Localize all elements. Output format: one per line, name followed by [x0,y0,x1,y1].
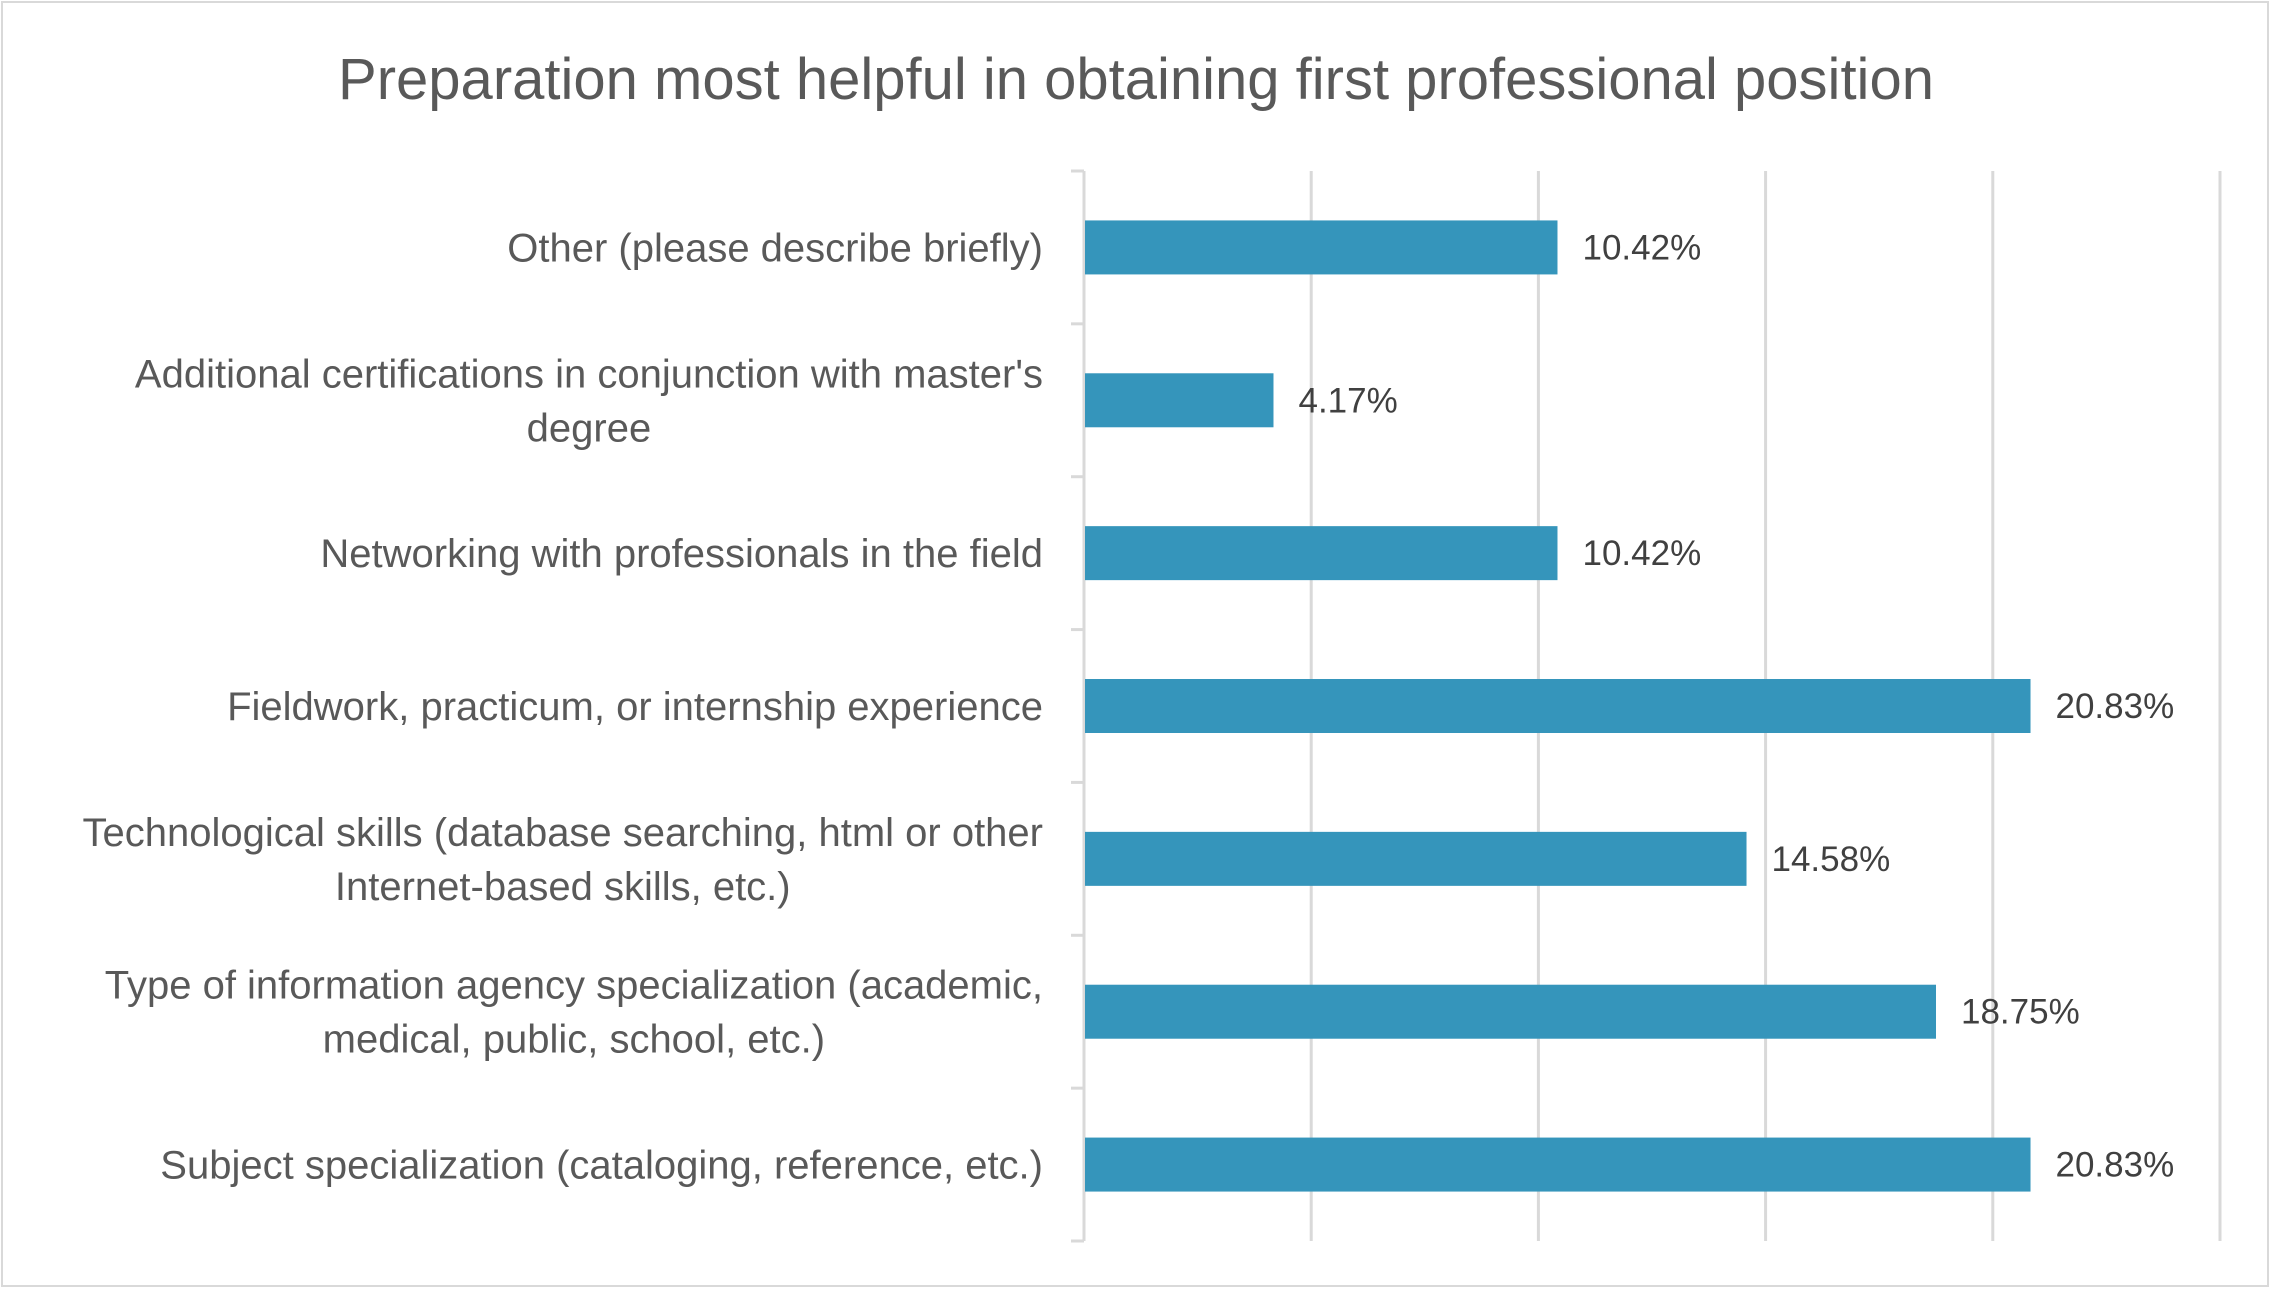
data-label: 10.42% [1582,228,1701,267]
data-label: 20.83% [2056,1146,2175,1185]
category-label-line: degree [527,406,652,450]
category-label: Subject specialization (cataloging, refe… [160,1144,1043,1188]
data-label: 18.75% [1961,993,2080,1032]
data-label: 10.42% [1582,534,1701,573]
category-label-line: Networking with professionals in the fie… [320,532,1043,576]
category-label-line: Fieldwork, practicum, or internship expe… [227,685,1043,729]
category-label: Networking with professionals in the fie… [320,532,1043,576]
category-label: Technological skills (database searching… [83,811,1044,909]
bar-chart: Preparation most helpful in obtaining fi… [83,47,2222,1243]
data-label: 14.58% [1772,840,1891,879]
bar [1085,220,1558,275]
category-label-line: medical, public, school, etc.) [323,1018,825,1062]
category-label-line: Subject specialization (cataloging, refe… [160,1144,1043,1188]
category-label-line: Additional certifications in conjunction… [135,352,1043,396]
bar [1085,984,1936,1039]
data-label: 20.83% [2056,687,2175,726]
category-label: Fieldwork, practicum, or internship expe… [227,685,1043,729]
category-label: Additional certifications in conjunction… [135,352,1043,450]
data-labels: 10.42% 4.17% 10.42% 20.83% 14.58% 18.75% 20.83… [1298,228,2174,1184]
category-label: Other (please describe briefly) [507,226,1043,270]
bar [1085,679,2031,733]
chart-title: Preparation most helpful in obtaining fi… [338,47,1934,112]
data-label: 4.17% [1298,381,1397,420]
category-label-line: Other (please describe briefly) [507,226,1043,270]
bar [1085,373,1274,428]
bar [1085,1137,2031,1192]
category-label: Type of information agency specializatio… [105,964,1043,1062]
category-labels: Other (please describe briefly) Additiona… [83,226,1044,1187]
bar [1085,526,1558,581]
category-label-line: Technological skills (database searching… [83,811,1044,855]
bars [1085,220,2031,1192]
category-axis [1071,169,1086,1243]
bar [1085,831,1747,886]
category-label-line: Type of information agency specializatio… [105,964,1043,1008]
category-label-line: Internet-based skills, etc.) [335,865,791,909]
